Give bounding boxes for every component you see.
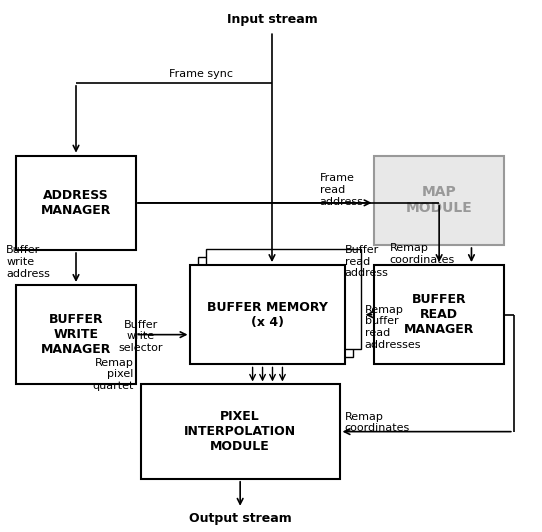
Text: BUFFER
READ
MANAGER: BUFFER READ MANAGER — [404, 293, 474, 336]
Bar — [190, 265, 345, 364]
Text: Remap
pixel
quartet: Remap pixel quartet — [92, 358, 134, 391]
Bar — [198, 257, 353, 356]
Text: BUFFER
WRITE
MANAGER: BUFFER WRITE MANAGER — [41, 313, 111, 356]
Bar — [16, 285, 136, 385]
Bar — [375, 265, 504, 364]
Text: Input stream: Input stream — [227, 13, 318, 26]
Text: Remap
coordinates: Remap coordinates — [345, 412, 410, 434]
Text: Buffer
read
address: Buffer read address — [345, 245, 389, 278]
Text: Buffer
write
selector: Buffer write selector — [118, 320, 163, 353]
Bar — [141, 385, 340, 479]
Text: Frame sync: Frame sync — [169, 69, 233, 79]
Text: ADDRESS
MANAGER: ADDRESS MANAGER — [41, 189, 111, 217]
Text: MAP
MODULE: MAP MODULE — [406, 185, 473, 215]
Text: Frame
read
address: Frame read address — [320, 173, 364, 207]
Bar — [16, 155, 136, 250]
Text: Remap
coordinates: Remap coordinates — [389, 244, 455, 265]
Bar — [375, 155, 504, 245]
Text: PIXEL
INTERPOLATION
MODULE: PIXEL INTERPOLATION MODULE — [184, 410, 296, 453]
Text: Remap
buffer
read
addresses: Remap buffer read addresses — [365, 305, 421, 350]
Text: Buffer
write
address: Buffer write address — [7, 245, 50, 279]
Bar — [207, 249, 360, 348]
Text: Output stream: Output stream — [189, 512, 292, 525]
Text: BUFFER MEMORY
(x 4): BUFFER MEMORY (x 4) — [207, 301, 328, 329]
